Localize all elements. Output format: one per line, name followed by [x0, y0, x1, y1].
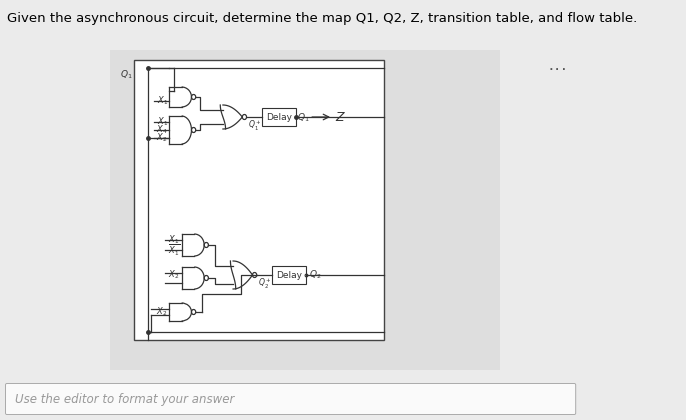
Text: $Q_1^+$: $Q_1^+$ — [248, 119, 262, 133]
Text: Delay: Delay — [265, 113, 292, 121]
Text: $X_2$: $X_2$ — [156, 132, 168, 144]
Bar — [262, 108, 296, 126]
Text: Delay: Delay — [276, 270, 302, 279]
Text: $Z$: $Z$ — [335, 110, 346, 123]
Text: $\overline{X_1}$: $\overline{X_1}$ — [167, 242, 180, 258]
Text: $X_1$: $X_1$ — [156, 95, 168, 107]
Text: Use the editor to format your answer: Use the editor to format your answer — [15, 393, 235, 405]
Text: Given the asynchronous circuit, determine the map Q1, Q2, Z, transition table, a: Given the asynchronous circuit, determin… — [7, 12, 637, 25]
Bar — [110, 50, 500, 370]
Bar — [134, 60, 383, 340]
Text: $Q_1$: $Q_1$ — [119, 68, 132, 81]
Text: $X_1$: $X_1$ — [168, 234, 180, 246]
Text: $Q_1$: $Q_1$ — [297, 112, 310, 124]
Text: $Q_2$: $Q_2$ — [309, 269, 322, 281]
Text: $X_2$: $X_2$ — [168, 269, 180, 281]
Bar — [272, 266, 306, 284]
Text: $X_1$: $X_1$ — [156, 116, 168, 128]
Text: $X_2$: $X_2$ — [156, 306, 167, 318]
Text: $Q_2^+$: $Q_2^+$ — [259, 277, 272, 291]
Text: $X_4$: $X_4$ — [156, 124, 168, 136]
FancyBboxPatch shape — [5, 383, 576, 415]
Text: ...: ... — [547, 62, 567, 72]
